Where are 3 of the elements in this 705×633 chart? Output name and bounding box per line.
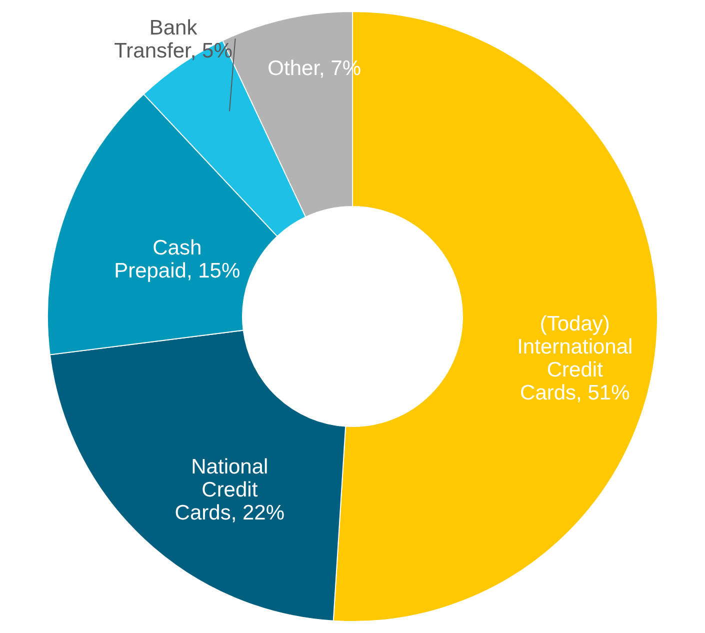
slice-label: National Credit Cards, 22%	[174, 455, 285, 524]
slice-label: Cash Prepaid, 15%	[114, 236, 240, 283]
slice-label: (Today) International Credit Cards, 51%	[517, 312, 633, 404]
